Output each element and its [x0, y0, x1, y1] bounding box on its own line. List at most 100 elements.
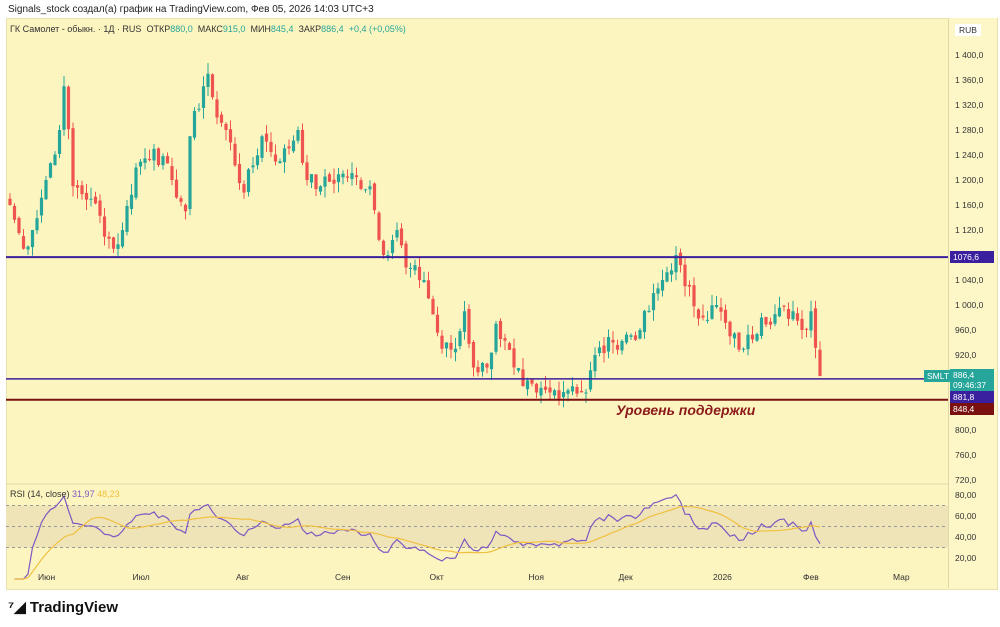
change-value: +0,4 (+0,05%)	[348, 24, 406, 34]
time-tick: Ноя	[528, 572, 544, 582]
candle-body	[692, 285, 696, 307]
candle-body	[282, 148, 287, 163]
price-tick: 1 040,0	[955, 275, 984, 285]
candle-body	[791, 311, 795, 320]
candle-body	[575, 386, 579, 394]
candle-body	[318, 186, 323, 192]
candle-body	[395, 230, 399, 238]
candle-body	[503, 338, 507, 341]
candle-body	[638, 330, 642, 339]
candle-body	[354, 175, 359, 178]
candle-body	[777, 307, 782, 317]
candle-body	[701, 315, 705, 318]
candle-body	[422, 280, 426, 283]
candle-body	[359, 180, 363, 189]
candle-body	[687, 284, 692, 287]
candle-body	[219, 114, 224, 123]
candle-body	[710, 305, 714, 319]
candle-body	[188, 136, 192, 210]
candle-body	[534, 383, 539, 393]
candle-body	[314, 174, 318, 190]
candle-body	[156, 148, 161, 165]
candle-body	[233, 143, 237, 166]
candle-body	[660, 280, 665, 291]
candle-body	[624, 334, 629, 343]
rsi-tick: 80,00	[955, 490, 977, 500]
candle-body	[404, 243, 408, 268]
chart-author-header: Signals_stock создал(а) график на Tradin…	[8, 4, 374, 15]
candle-body	[602, 345, 606, 354]
symbol-badge: SMLT	[924, 370, 953, 382]
candle-body	[341, 173, 345, 178]
price-axis[interactable]	[948, 18, 997, 588]
time-tick: Дек	[618, 572, 633, 582]
candle-body	[296, 130, 300, 141]
candle-body	[458, 331, 462, 347]
level-badge-support: 848,4	[950, 403, 994, 415]
candle-body	[476, 367, 480, 373]
candle-body	[336, 174, 341, 183]
candle-body	[561, 392, 566, 398]
candle-body	[53, 154, 57, 166]
rsi-legend: RSI (14, close) 31,97 48,23	[10, 489, 120, 499]
candle-body	[723, 309, 728, 323]
candle-body	[201, 86, 206, 108]
candle-body	[521, 369, 525, 387]
candle-body	[129, 194, 134, 209]
candle-body	[467, 308, 471, 344]
candle-body	[512, 348, 516, 368]
candle-body	[408, 267, 413, 269]
candle-body	[44, 180, 48, 200]
candle-body	[746, 334, 750, 350]
candle-body	[21, 236, 26, 249]
candle-body	[179, 198, 183, 202]
candle-body	[530, 379, 534, 384]
candle-body	[174, 179, 179, 198]
candle-body	[764, 316, 768, 325]
candle-body	[242, 184, 246, 193]
chart-frame[interactable]	[6, 18, 998, 590]
candle-body	[768, 321, 773, 325]
candle-body	[228, 129, 233, 143]
candle-body	[413, 265, 417, 271]
candle-body	[548, 387, 552, 393]
last-price: 886,4	[953, 370, 975, 380]
candle-body	[35, 218, 39, 231]
candle-body	[741, 348, 746, 350]
candle-body	[17, 217, 21, 234]
candle-body	[732, 333, 737, 339]
candle-body	[309, 174, 314, 183]
candle-body	[210, 74, 215, 98]
candle-body	[138, 161, 143, 167]
candle-body	[57, 130, 62, 154]
candle-body	[597, 347, 602, 354]
candle-body	[143, 158, 147, 163]
candle-body	[107, 236, 111, 239]
candle-body	[260, 136, 264, 158]
candle-body	[453, 348, 458, 353]
price-tick: 800,0	[955, 425, 977, 435]
candle-body	[647, 310, 651, 312]
candle-body	[75, 185, 80, 188]
high-value: 915,0	[222, 24, 246, 34]
price-tick: 720,0	[955, 475, 977, 485]
candle-body	[809, 311, 813, 331]
candle-body	[444, 342, 449, 349]
time-tick: Сен	[335, 572, 351, 582]
logo-text: TradingView	[29, 599, 118, 616]
candle-body	[570, 386, 575, 392]
candle-body	[147, 159, 152, 161]
time-tick: Июл	[132, 572, 150, 582]
candle-body	[30, 230, 35, 248]
open-label: ОТКР	[146, 24, 171, 34]
rsi-tick: 40,00	[955, 532, 977, 542]
candle-body	[579, 391, 584, 393]
candle-body	[800, 318, 804, 330]
logo-icon: ⁷◢	[8, 599, 30, 616]
currency-label[interactable]: RUB	[955, 24, 981, 36]
candle-body	[782, 305, 786, 307]
candle-body	[93, 196, 98, 204]
candle-body	[305, 162, 309, 180]
candle-body	[620, 340, 624, 351]
